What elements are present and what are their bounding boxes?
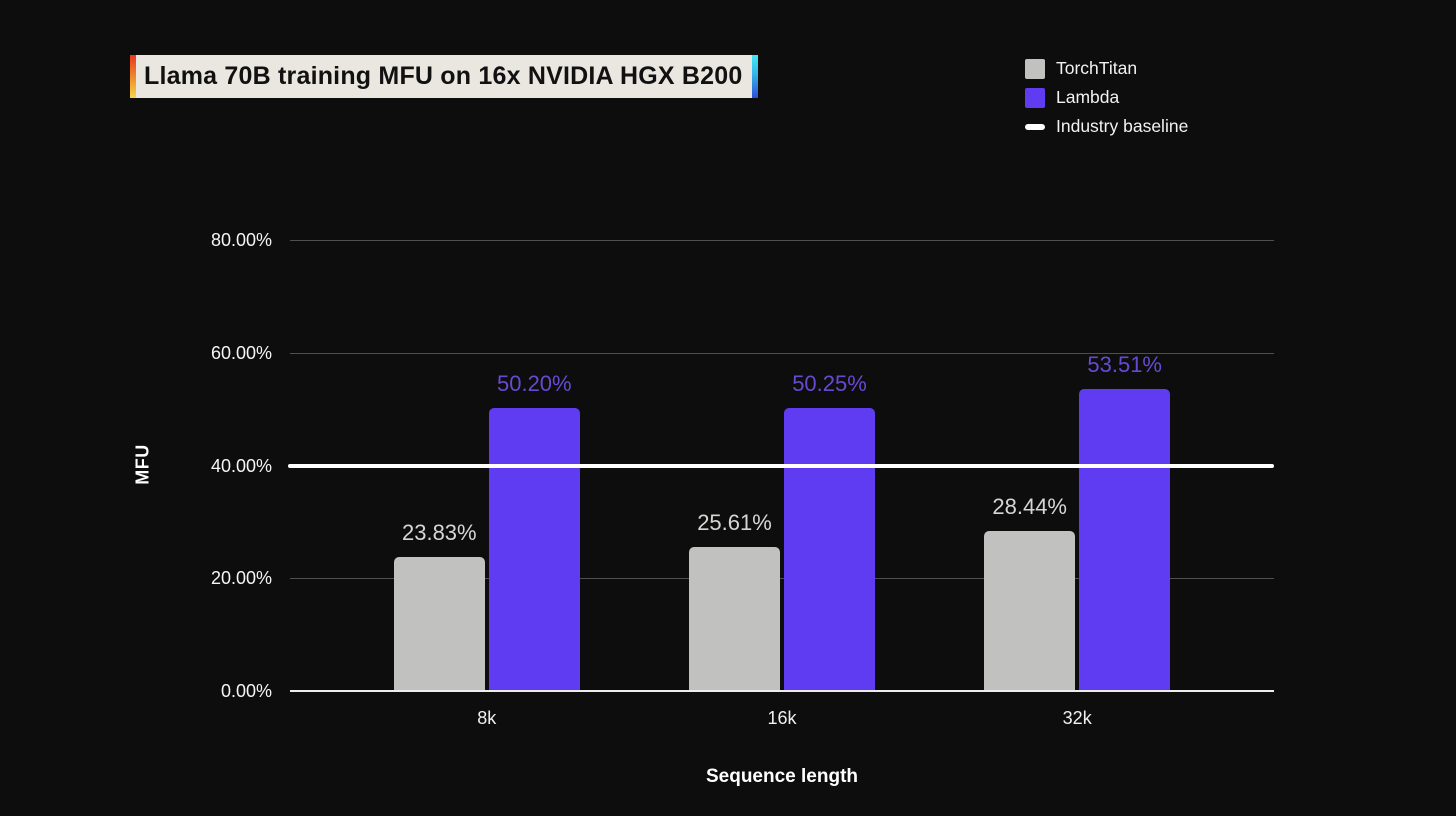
x-tick-label-8k: 8k — [477, 708, 497, 728]
title-highlight-right-edge — [751, 55, 758, 98]
y-tick-label-0: 0.00% — [220, 681, 272, 701]
legend-label: Industry baseline — [1056, 116, 1189, 136]
bar-value-label-torchtitan-8k: 23.83% — [401, 519, 477, 545]
bar-lambda-16k — [784, 407, 875, 691]
legend-label: Lambda — [1056, 87, 1120, 107]
x-tick-label-32k: 32k — [1062, 708, 1092, 728]
legend: TorchTitan Lambda Industry baseline — [1025, 58, 1188, 145]
y-tick-label-20: 20.00% — [210, 568, 272, 589]
bar-torchtitan-8k — [393, 556, 485, 691]
legend-swatch-icon — [1025, 123, 1045, 130]
chart-title: Llama 70B training MFU on 16x NVIDIA HGX… — [136, 55, 752, 98]
bar-lambda-8k — [488, 408, 580, 691]
gridline-80 — [290, 240, 1274, 241]
bar-lambda-32k — [1079, 389, 1171, 691]
bar-value-label-torchtitan-32k: 28.44% — [992, 493, 1067, 519]
title-highlight-left-edge — [130, 55, 136, 98]
y-tick-label-60: 60.00% — [210, 342, 272, 363]
x-axis-title: Sequence length — [705, 766, 859, 787]
bar-torchtitan-16k — [689, 546, 780, 691]
gridline-20 — [290, 578, 1274, 580]
legend-swatch-icon — [1025, 58, 1045, 79]
plot-area: 23.83% 50.20% 25.61% 50.25% 28.44% 53.51% — [288, 240, 1274, 692]
bar-value-label-lambda-8k: 50.20% — [496, 370, 572, 396]
x-axis-line — [290, 690, 1274, 692]
bar-value-label-lambda-32k: 53.51% — [1087, 352, 1162, 378]
chart-title-block: Llama 70B training MFU on 16x NVIDIA HGX… — [130, 55, 758, 98]
y-tick-label-80: 80.00% — [210, 230, 272, 250]
bar-value-label-torchtitan-16k: 25.61% — [697, 509, 772, 535]
legend-swatch-icon — [1025, 87, 1045, 108]
legend-item-lambda: Lambda — [1025, 87, 1188, 108]
gridline-60 — [290, 352, 1274, 354]
legend-item-torchtitan: TorchTitan — [1025, 58, 1188, 79]
legend-label: TorchTitan — [1056, 58, 1138, 78]
y-tick-label-40: 40.00% — [210, 455, 272, 476]
legend-item-industry-baseline: Industry baseline — [1025, 116, 1188, 137]
industry-baseline-line — [288, 463, 1274, 468]
x-tick-label-16k: 16k — [767, 708, 797, 728]
bar-torchtitan-32k — [984, 530, 1076, 691]
bar-value-label-lambda-16k: 50.25% — [792, 370, 867, 396]
